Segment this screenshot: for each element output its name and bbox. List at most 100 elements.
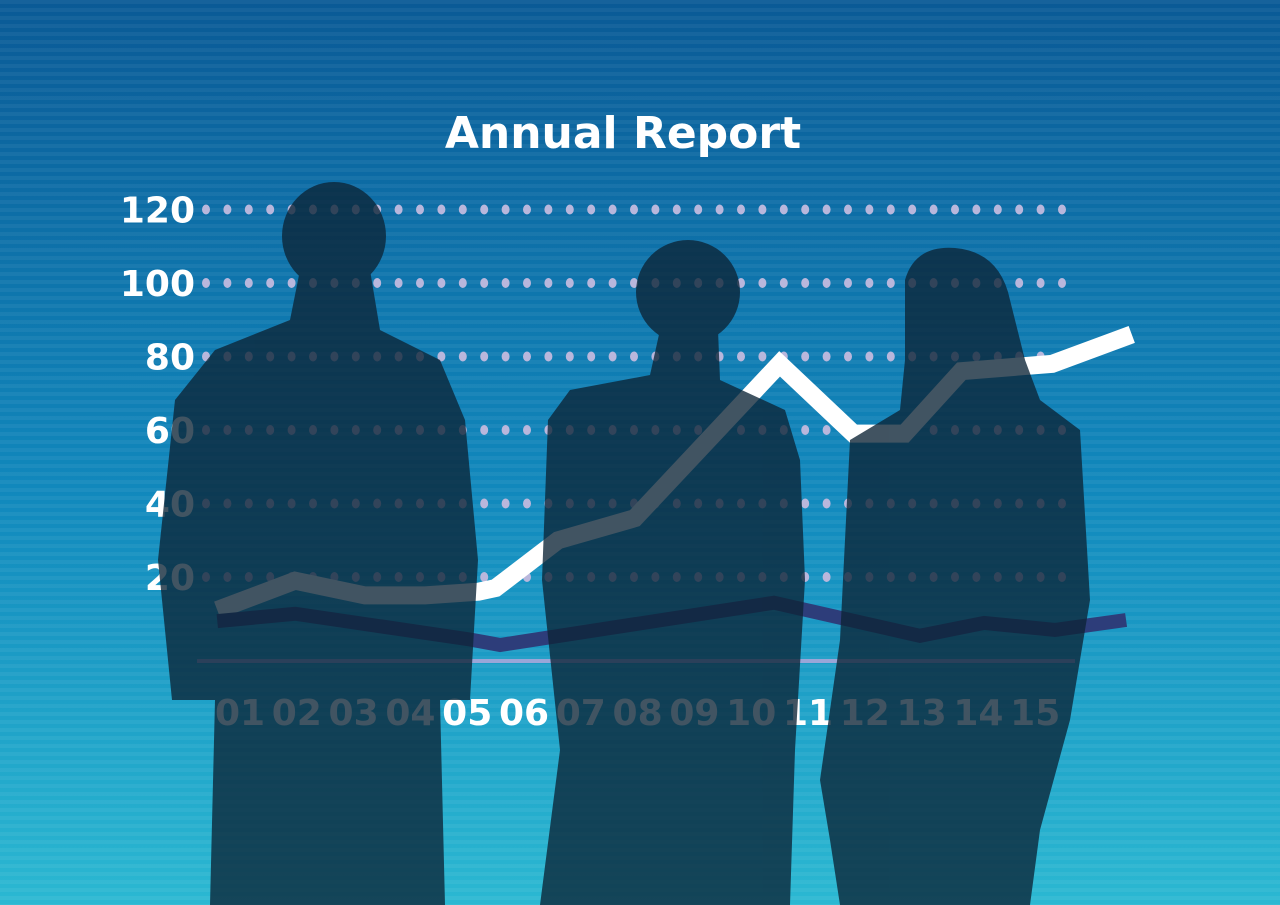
grid-dot [587,204,596,215]
grid-dot [737,351,745,362]
grid-dot [844,351,852,362]
grid-dot [1015,278,1024,288]
grid-dot [394,278,403,288]
grid-dot [822,278,831,288]
grid-row [202,204,1066,215]
grid-dot [886,351,895,362]
grid-dot [523,351,531,362]
grid-dot [1058,278,1066,288]
grid-dot [523,278,531,288]
grid-dot [822,572,831,582]
grid-dot [865,278,874,288]
grid-dot [458,351,467,362]
grid-dot [1036,278,1045,288]
grid-dot [480,204,489,215]
grid-dot [865,351,874,362]
grid-dot [373,278,382,288]
grid-dot [801,425,810,435]
grid-dot [223,278,232,288]
grid-dot [758,204,767,215]
grid-dot [801,204,810,215]
grid-dot [223,204,232,215]
grid-dot [630,351,638,362]
grid-dot [822,351,831,362]
grid-dot [523,204,531,215]
grid-dot [951,204,959,215]
grid-dot [458,278,467,288]
grid-dot [587,278,596,288]
grid-dot [758,278,767,288]
grid-dot [779,278,788,288]
grid-dot [480,278,489,288]
grid-dot [523,498,531,509]
grid-dot [480,572,489,582]
grid-dot [501,351,510,362]
grid-dot [394,204,403,215]
y-tick-labels: 20406080100120 [120,191,195,600]
grid-dot [758,351,767,362]
grid-dot [501,278,510,288]
grid-dot [480,351,489,362]
grid-dot [972,204,981,215]
grid-dot [822,498,831,509]
y-tick-label: 80 [145,338,195,379]
grid-dot [715,204,724,215]
man-silhouette [158,182,478,905]
grid-dot [865,204,874,215]
grid-dot [437,204,446,215]
grid-dot [416,204,424,215]
grid-dot [544,351,553,362]
grid-dot [844,204,852,215]
grid-dot [287,278,296,288]
grid-dot [608,278,617,288]
grid-dot [416,278,424,288]
y-tick-label: 100 [120,264,195,305]
grid-dot [886,204,895,215]
grid-dot [437,278,446,288]
grid-dot [822,425,831,435]
woman-silhouette [820,247,1090,905]
grid-dot [908,204,917,215]
grid-dot [993,204,1002,215]
grid-dot [1058,204,1066,215]
grid-dot [266,278,275,288]
grid-dot [779,204,788,215]
grid-dot [801,278,810,288]
grid-dot [694,204,703,215]
grid-dot [886,278,895,288]
grid-dot [501,425,510,435]
grid-dot [608,351,617,362]
grid-dot [1015,204,1024,215]
grid-dot [929,204,938,215]
grid-dot [565,351,574,362]
grid-dot [630,204,638,215]
grid-dot [480,425,489,435]
grid-dot [801,351,810,362]
grid-dot [480,498,489,509]
grid-dot [801,498,810,509]
grid-dot [630,278,638,288]
chart-title: Annual Report [445,108,801,159]
x-tick-label: 06 [499,693,549,734]
grid-dot [822,204,831,215]
grid-dot [844,278,852,288]
grid-dot [737,204,745,215]
grid-dot [565,278,574,288]
grid-dot [672,204,681,215]
grid-dot [544,278,553,288]
grid-dot [244,204,253,215]
silhouettes [158,182,1090,905]
grid-dot [202,204,210,215]
grid-dot [501,204,510,215]
grid-dot [437,351,446,362]
y-tick-label: 120 [120,191,195,232]
grid-dot [544,204,553,215]
grid-dot [1036,204,1045,215]
grid-dot [266,204,275,215]
middle-person-silhouette [540,240,805,905]
grid-dot [587,351,596,362]
grid-dot [651,204,660,215]
grid-dot [202,278,210,288]
grid-dot [458,204,467,215]
